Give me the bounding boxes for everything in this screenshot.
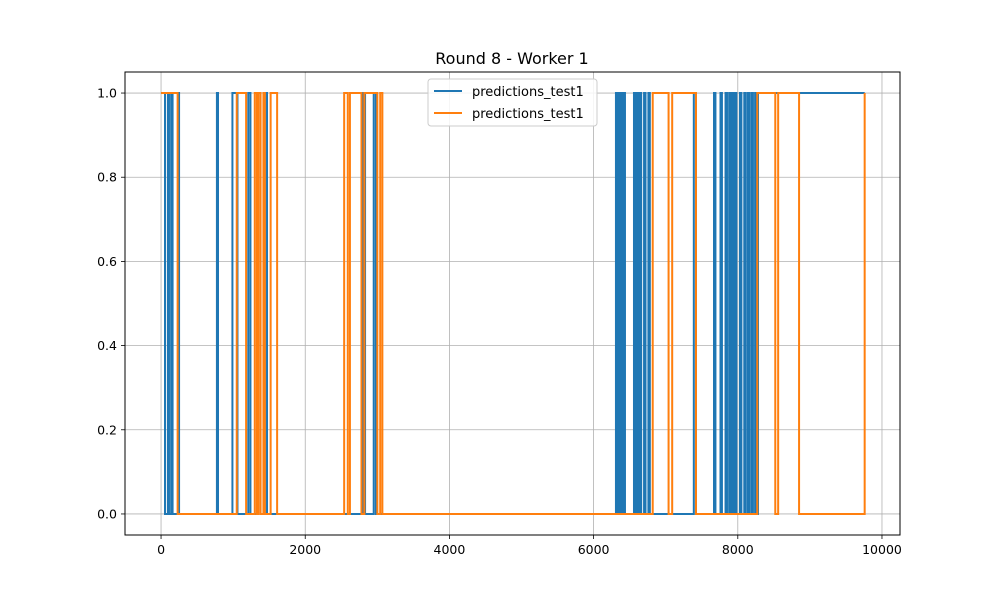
ticks: 0 2000 4000 6000 8000 10000 0.0 0.2 0.4 0.6 0.8 1.0 [97,86,902,557]
series-line-2 [161,92,866,515]
legend-label-series-2: predictions_test1 [472,107,584,122]
x-tick-label: 6000 [578,542,610,557]
axes-frame [124,71,901,536]
y-tick-label: 0.6 [97,254,117,269]
y-tick-label: 0.0 [97,506,117,521]
x-tick-label: 8000 [722,542,754,557]
x-tick-label: 4000 [434,542,466,557]
series-line-1 [161,92,865,515]
y-tick-label: 0.4 [97,338,117,353]
chart-title: Round 8 - Worker 1 [435,49,588,68]
legend-box [427,78,598,127]
x-tick-label: 0 [157,542,165,557]
y-tick-label: 0.8 [97,170,117,185]
series-layer [161,92,866,515]
x-tick-label: 2000 [289,542,321,557]
y-tick-label: 1.0 [97,86,117,101]
grid [125,72,900,535]
y-tick-label: 0.2 [97,422,117,437]
legend: predictions_test1 predictions_test1 [427,78,598,127]
legend-label-series-1: predictions_test1 [472,85,584,100]
x-tick-label: 10000 [862,542,902,557]
